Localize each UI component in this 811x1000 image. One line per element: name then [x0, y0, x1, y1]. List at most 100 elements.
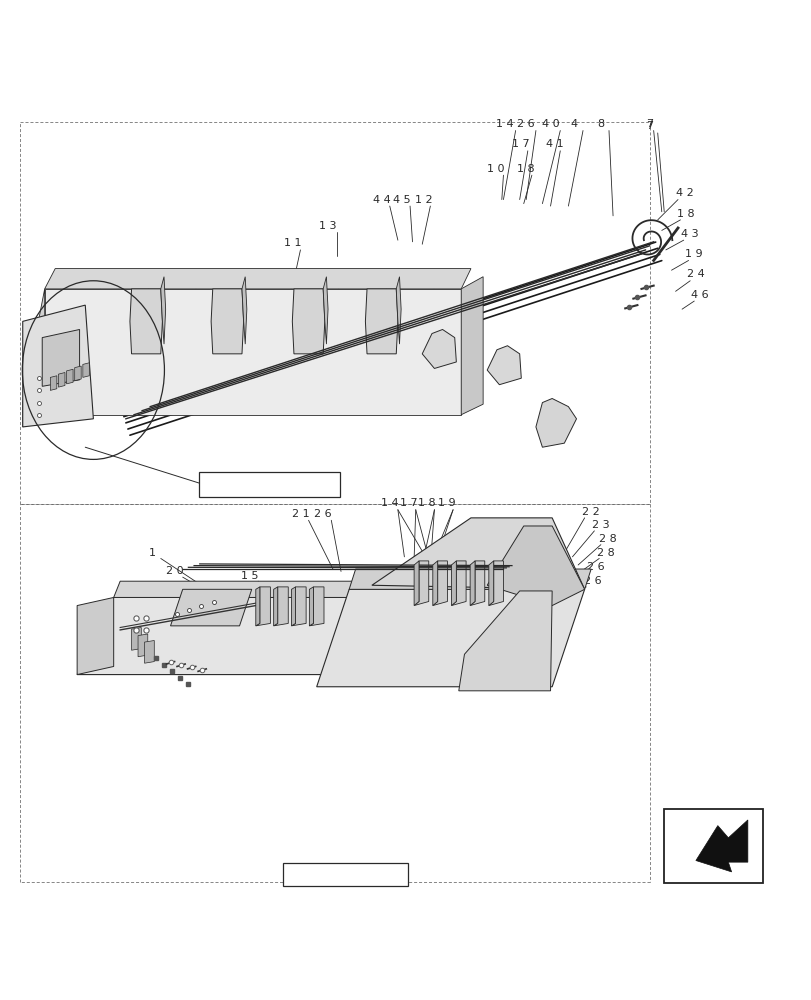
- Text: 2 0: 2 0: [165, 566, 183, 576]
- Text: 2 1: 2 1: [291, 509, 309, 519]
- Polygon shape: [131, 627, 141, 650]
- Text: 1 7: 1 7: [399, 498, 417, 508]
- Polygon shape: [45, 269, 470, 289]
- Polygon shape: [161, 277, 165, 344]
- Text: 1 7: 1 7: [511, 139, 529, 149]
- Text: 1 8: 1 8: [516, 164, 534, 174]
- Text: 7: 7: [646, 121, 652, 131]
- Polygon shape: [470, 561, 474, 606]
- Polygon shape: [396, 277, 401, 344]
- Polygon shape: [309, 587, 313, 626]
- Text: 5: 5: [214, 645, 221, 655]
- Polygon shape: [365, 289, 397, 354]
- Polygon shape: [67, 369, 73, 384]
- Polygon shape: [50, 376, 57, 390]
- Polygon shape: [291, 587, 295, 626]
- Text: 1 6: 1 6: [241, 618, 259, 628]
- Text: 4 3: 4 3: [680, 229, 698, 239]
- FancyBboxPatch shape: [663, 809, 762, 883]
- Text: 1 9: 1 9: [684, 249, 702, 259]
- FancyBboxPatch shape: [199, 472, 340, 497]
- Polygon shape: [414, 561, 428, 606]
- Text: 2 9: 2 9: [101, 637, 119, 647]
- Text: DETAIL A: DETAIL A: [320, 869, 371, 879]
- Text: 3 0: 3 0: [107, 602, 125, 612]
- Polygon shape: [291, 587, 306, 626]
- Polygon shape: [144, 640, 154, 663]
- FancyBboxPatch shape: [283, 863, 408, 886]
- Polygon shape: [292, 289, 324, 354]
- Text: 1 4: 1 4: [496, 119, 513, 129]
- Polygon shape: [487, 526, 584, 606]
- Polygon shape: [488, 561, 503, 606]
- Polygon shape: [470, 561, 484, 606]
- Text: 9: 9: [354, 580, 361, 590]
- Polygon shape: [488, 561, 493, 606]
- Text: 4 6: 4 6: [690, 290, 708, 300]
- Text: 2 8: 2 8: [596, 548, 614, 558]
- Polygon shape: [255, 587, 270, 626]
- Polygon shape: [23, 289, 45, 427]
- Text: 1 8: 1 8: [676, 209, 694, 219]
- Text: 1 0: 1 0: [487, 164, 504, 174]
- Text: 8: 8: [597, 119, 603, 129]
- Text: 3: 3: [107, 618, 114, 628]
- Polygon shape: [695, 820, 747, 872]
- Text: 1 4: 1 4: [380, 498, 398, 508]
- Text: 2 7: 2 7: [356, 637, 374, 647]
- Text: 2 8: 2 8: [598, 534, 616, 544]
- Polygon shape: [77, 597, 389, 675]
- Polygon shape: [451, 561, 456, 606]
- Text: 1 9: 1 9: [437, 498, 455, 508]
- Polygon shape: [211, 289, 243, 354]
- Polygon shape: [414, 561, 418, 606]
- Text: 2 6: 2 6: [586, 562, 604, 572]
- Polygon shape: [371, 518, 584, 589]
- Text: 2 4: 2 4: [686, 269, 704, 279]
- Polygon shape: [255, 587, 260, 626]
- Text: SEE DETAIL A: SEE DETAIL A: [233, 480, 306, 490]
- Text: 6: 6: [133, 602, 139, 612]
- Text: 2 2: 2 2: [581, 507, 599, 517]
- Text: 1 8: 1 8: [418, 498, 436, 508]
- Polygon shape: [461, 277, 483, 415]
- Text: 4: 4: [570, 119, 577, 129]
- Polygon shape: [77, 597, 114, 675]
- Text: 1 2: 1 2: [414, 195, 432, 205]
- Text: 1 1: 1 1: [283, 238, 301, 248]
- Polygon shape: [458, 591, 551, 691]
- Polygon shape: [138, 634, 148, 657]
- Polygon shape: [422, 329, 456, 368]
- Polygon shape: [130, 289, 162, 354]
- Text: 4 5: 4 5: [393, 195, 410, 205]
- Text: 2 3: 2 3: [591, 520, 609, 530]
- Polygon shape: [273, 587, 277, 626]
- Text: 1: 1: [149, 548, 156, 558]
- Text: 2 6: 2 6: [314, 509, 332, 519]
- Polygon shape: [75, 366, 81, 381]
- Polygon shape: [273, 587, 288, 626]
- Polygon shape: [349, 569, 590, 589]
- Polygon shape: [23, 305, 93, 427]
- Text: 2 5: 2 5: [356, 610, 374, 620]
- Polygon shape: [170, 589, 251, 626]
- Text: 2 6: 2 6: [583, 576, 601, 586]
- Polygon shape: [42, 329, 79, 386]
- Text: 4 4: 4 4: [372, 195, 390, 205]
- Text: 2 6: 2 6: [517, 119, 534, 129]
- Polygon shape: [535, 398, 576, 447]
- Polygon shape: [451, 561, 466, 606]
- Text: 4 2: 4 2: [675, 188, 693, 198]
- Polygon shape: [58, 373, 65, 387]
- Text: 2: 2: [238, 645, 245, 655]
- Polygon shape: [323, 277, 328, 344]
- Polygon shape: [487, 346, 521, 385]
- Polygon shape: [316, 589, 584, 687]
- Text: 1 5: 1 5: [240, 571, 258, 581]
- Polygon shape: [432, 561, 437, 606]
- Polygon shape: [83, 363, 89, 377]
- Text: 4 1: 4 1: [545, 139, 563, 149]
- Polygon shape: [45, 289, 461, 415]
- Text: 7: 7: [646, 119, 652, 129]
- Polygon shape: [114, 581, 397, 597]
